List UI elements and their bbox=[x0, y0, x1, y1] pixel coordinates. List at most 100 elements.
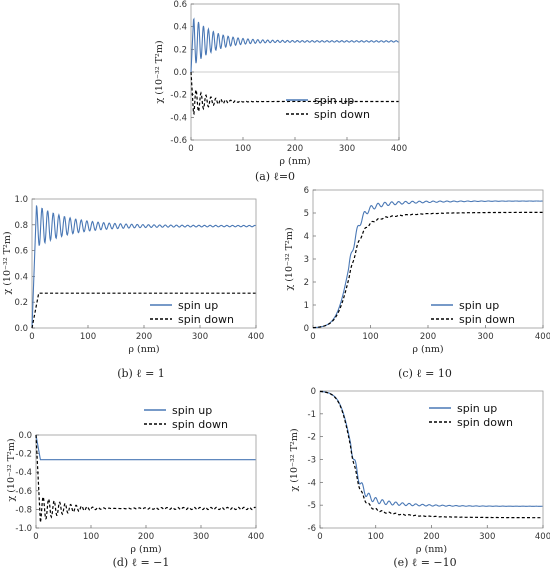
x-tick-label: 100 bbox=[235, 144, 251, 154]
y-tick-label: -3 bbox=[308, 456, 316, 466]
y-tick-label: -0.2 bbox=[15, 450, 32, 460]
plot-frame-b bbox=[31, 198, 257, 329]
series-line-spin-down bbox=[31, 292, 256, 329]
y-tick-label: -0.2 bbox=[170, 91, 187, 101]
x-tick-label: 100 bbox=[368, 532, 384, 542]
legend-label: spin down bbox=[314, 108, 370, 121]
x-tick-label: 200 bbox=[136, 332, 152, 342]
panel-caption: (d) ℓ = −1 bbox=[113, 556, 170, 569]
x-axis-label: ρ (nm) bbox=[412, 344, 443, 355]
legend-label: spin down bbox=[457, 416, 513, 429]
legend-label: spin down bbox=[178, 313, 234, 326]
series-line-spin-down bbox=[35, 434, 256, 523]
panel-a: 0 100 200 300 400 0.6 0.4 0.2 0.0 -0.2 -0.4 -0.6 ρ (… bbox=[154, 0, 407, 183]
x-tick-label: 300 bbox=[192, 332, 208, 342]
x-axis-label: ρ (nm) bbox=[128, 344, 159, 355]
y-tick-label: 0.0 bbox=[18, 431, 32, 441]
legend-label: spin up bbox=[172, 404, 212, 417]
y-tick-label: 2 bbox=[304, 278, 309, 288]
legend-label: spin up bbox=[459, 299, 499, 312]
y-tick-label: 0 bbox=[311, 387, 316, 397]
y-tick-label: 0.0 bbox=[14, 324, 28, 334]
x-tick-label: 100 bbox=[80, 332, 96, 342]
series-line-spin-down bbox=[190, 71, 399, 116]
y-tick-label: -2 bbox=[308, 433, 316, 443]
y-tick-label: 0.0 bbox=[173, 68, 187, 78]
y-tick-label: 1 bbox=[304, 301, 309, 311]
y-tick-label: 6 bbox=[304, 186, 309, 196]
x-tick-label: 300 bbox=[477, 332, 493, 342]
series-line-spin-up bbox=[31, 205, 256, 329]
series-line-spin-up bbox=[190, 17, 399, 73]
x-tick-label: 0 bbox=[33, 532, 38, 542]
series-line-spin-up bbox=[319, 390, 543, 507]
panel-caption: (b) ℓ = 1 bbox=[117, 367, 165, 380]
y-axis-label: χ (10⁻³² T²m) bbox=[154, 40, 165, 103]
panel-c: 0 100 200 300 400 6 5 4 3 2 1 0 ρ (nm) χ (10⁻³² T²m) s… bbox=[284, 186, 550, 380]
y-tick-label: -1.0 bbox=[15, 524, 32, 534]
x-tick-label: 200 bbox=[138, 532, 154, 542]
series-line-spin-up bbox=[35, 434, 256, 461]
legend-label: spin down bbox=[172, 418, 228, 431]
legend-label: spin up bbox=[457, 402, 497, 415]
y-tick-label: 4 bbox=[304, 232, 309, 242]
y-tick-label: 0 bbox=[304, 324, 309, 334]
y-tick-label: 5 bbox=[304, 209, 309, 219]
y-tick-label: 0.2 bbox=[173, 45, 187, 55]
x-tick-label: 400 bbox=[248, 532, 264, 542]
x-tick-label: 0 bbox=[188, 144, 193, 154]
x-tick-label: 400 bbox=[248, 332, 264, 342]
y-axis-label: χ (10⁻³² T²m) bbox=[289, 428, 300, 491]
x-axis-label: ρ (nm) bbox=[130, 544, 161, 555]
y-tick-label: 0.4 bbox=[14, 272, 28, 282]
y-tick-label: -4 bbox=[308, 478, 316, 488]
y-tick-label: -0.6 bbox=[170, 136, 187, 146]
y-tick-label: -0.4 bbox=[170, 113, 187, 123]
y-tick-label: -0.6 bbox=[15, 487, 32, 497]
panel-b: 0 100 200 300 400 1.0 0.8 0.6 0.4 0.2 0.0 ρ (nm) χ (… bbox=[2, 195, 264, 380]
x-tick-label: 0 bbox=[310, 332, 315, 342]
panel-d: 0 100 200 300 400 0.0 -0.2 -0.4 -0.6 -0.8 -1.0 ρ (n… bbox=[6, 404, 264, 569]
panel-e: 0 100 200 300 400 0 -1 -2 -3 -4 -5 -6 ρ (nm) χ (10⁻³²… bbox=[289, 387, 550, 569]
legend-label: spin up bbox=[178, 299, 218, 312]
y-tick-label: 0.2 bbox=[14, 298, 28, 308]
y-axis-label: χ (10⁻³² T²m) bbox=[284, 227, 295, 290]
series-line-spin-up bbox=[312, 200, 543, 329]
x-tick-label: 300 bbox=[193, 532, 209, 542]
y-axis-label: χ (10⁻³² T²m) bbox=[6, 438, 17, 501]
y-tick-label: 0.6 bbox=[14, 247, 28, 257]
x-tick-label: 200 bbox=[287, 144, 303, 154]
x-tick-label: 400 bbox=[391, 144, 407, 154]
x-tick-label: 100 bbox=[362, 332, 378, 342]
x-tick-label: 200 bbox=[420, 332, 436, 342]
series-line-spin-down bbox=[319, 390, 543, 519]
y-tick-label: -0.4 bbox=[15, 468, 32, 478]
x-tick-label: 400 bbox=[535, 532, 550, 542]
y-tick-label: -0.8 bbox=[15, 505, 32, 515]
y-tick-label: 1.0 bbox=[14, 195, 28, 205]
plot-frame-c bbox=[312, 189, 544, 329]
panel-caption: (a) ℓ=0 bbox=[255, 170, 295, 183]
legend-label: spin down bbox=[459, 313, 515, 326]
x-tick-label: 0 bbox=[317, 532, 322, 542]
y-axis-label: χ (10⁻³² T²m) bbox=[2, 231, 13, 294]
x-axis-label: ρ (nm) bbox=[416, 544, 447, 555]
x-tick-label: 300 bbox=[479, 532, 495, 542]
y-tick-label: 3 bbox=[304, 255, 309, 265]
y-tick-label: -5 bbox=[308, 501, 316, 511]
y-tick-label: 0.8 bbox=[14, 221, 28, 231]
y-tick-label: -6 bbox=[308, 524, 316, 534]
x-tick-label: 400 bbox=[535, 332, 550, 342]
y-tick-label: 0.6 bbox=[173, 0, 187, 10]
x-axis-label: ρ (nm) bbox=[279, 156, 310, 167]
plot-frame-d bbox=[35, 434, 257, 529]
series-line-spin-down bbox=[312, 211, 543, 329]
x-tick-label: 200 bbox=[423, 532, 439, 542]
legend-label: spin up bbox=[314, 94, 354, 107]
